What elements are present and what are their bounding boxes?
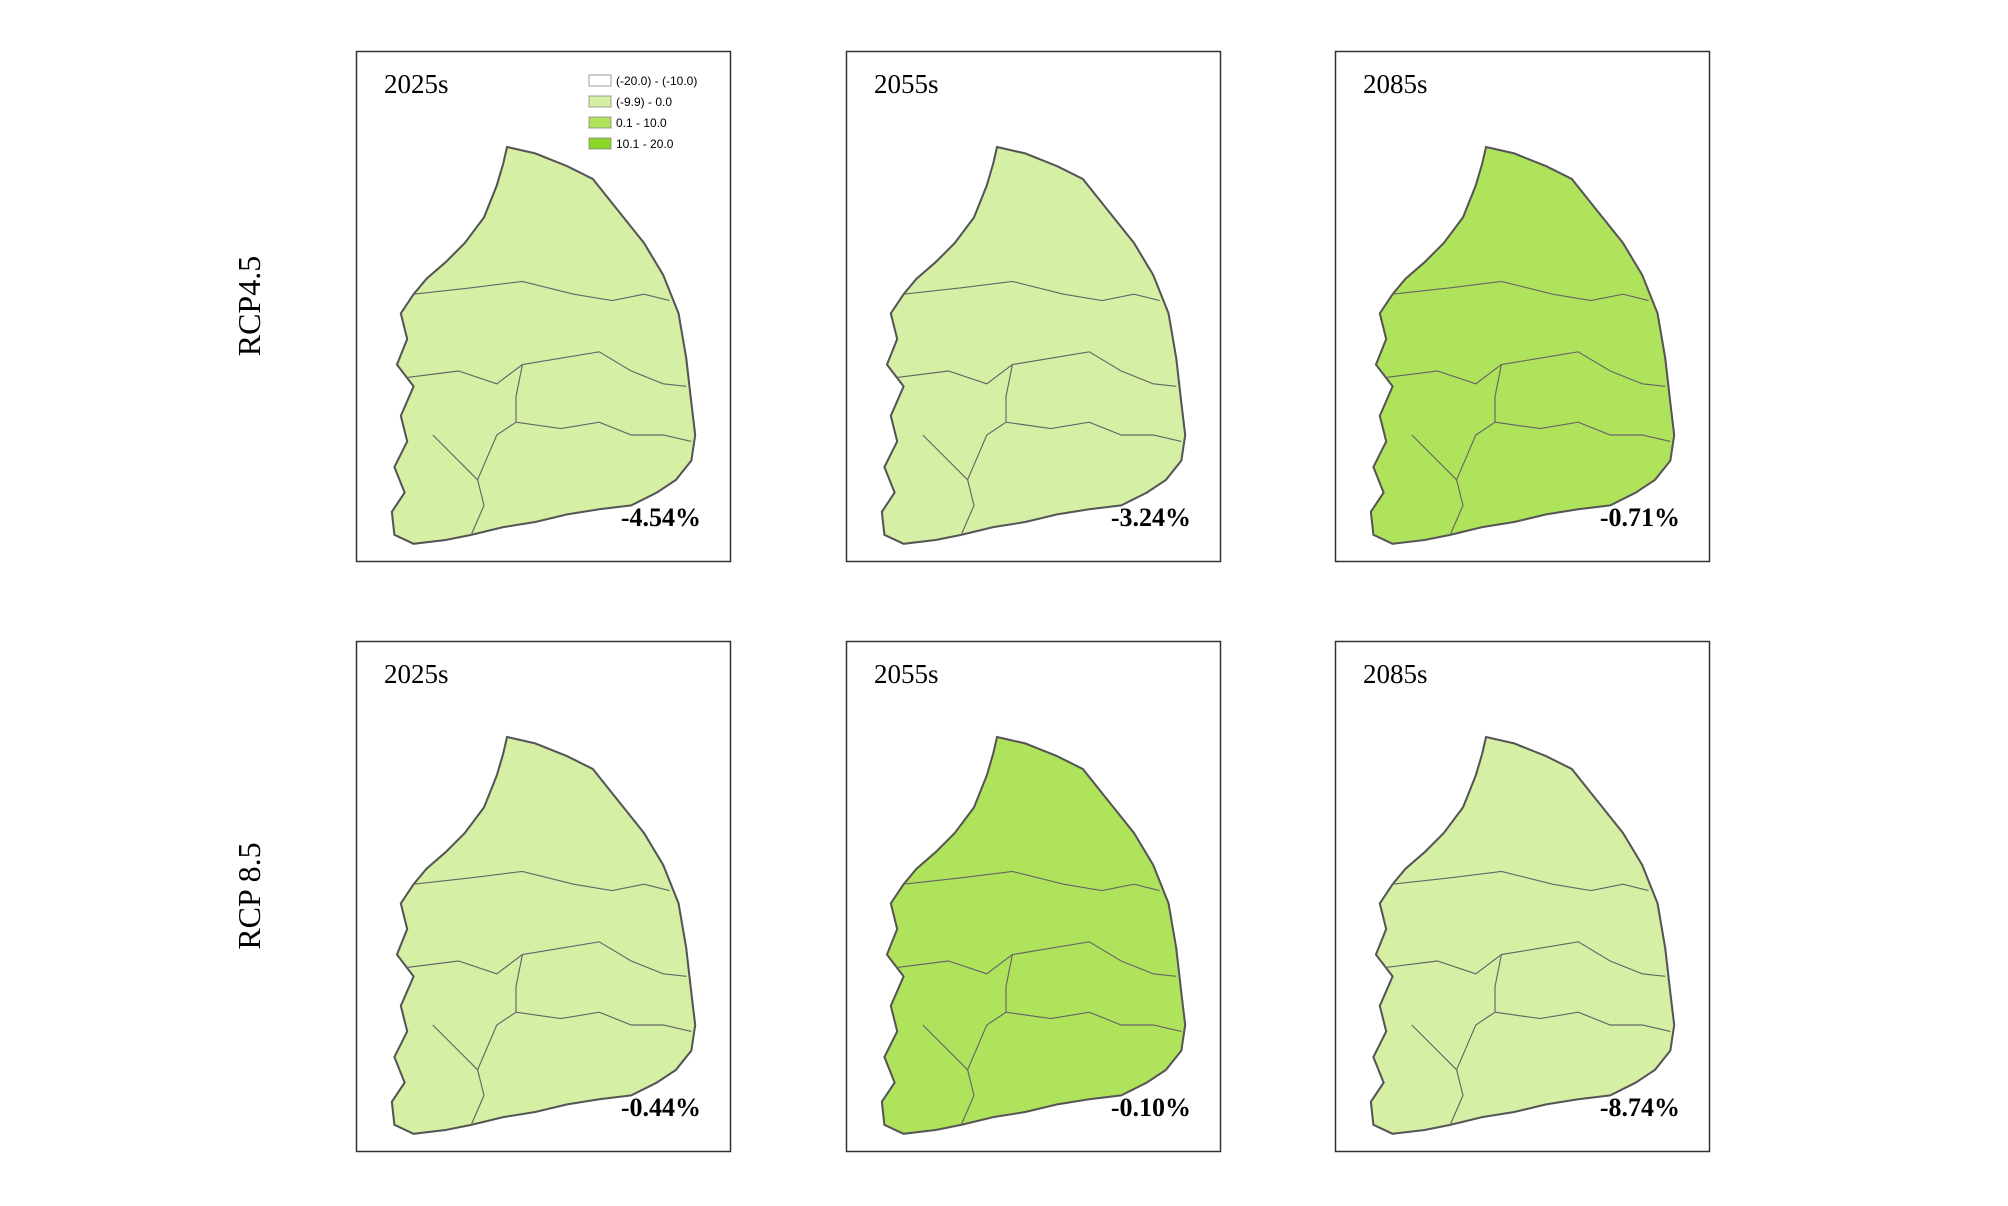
map-boundary: [1411, 434, 1464, 536]
map-boundary: [1386, 941, 1666, 977]
legend-swatch: [588, 74, 612, 87]
map-boundary: [922, 434, 975, 536]
map-boundary: [515, 1011, 692, 1032]
map: [1369, 145, 1676, 545]
row-label: RCP4.5: [231, 256, 267, 356]
map-boundary: [1005, 421, 1182, 442]
map-boundary: [1494, 421, 1671, 442]
map-region: [1369, 145, 1676, 545]
map: [880, 735, 1187, 1135]
change-label: -8.74%: [1600, 1093, 1680, 1122]
change-label: -0.10%: [1111, 1093, 1191, 1122]
legend-label: 10.1 - 20.0: [616, 137, 674, 151]
legend-label: 0.1 - 10.0: [616, 116, 667, 130]
map-region: [390, 145, 697, 545]
map-boundary: [897, 941, 1177, 977]
map-boundary: [1411, 1024, 1464, 1126]
period-label: 2025s: [384, 659, 449, 689]
change-label: -4.54%: [621, 503, 701, 532]
map-boundary: [1005, 1011, 1182, 1032]
map-boundary: [897, 351, 1177, 387]
panel: 2055s -0.10%: [845, 640, 1222, 1153]
period-label: 2055s: [874, 659, 939, 689]
panel: 2025s -0.44%: [355, 640, 732, 1153]
legend-swatch: [588, 116, 612, 129]
map-region: [1369, 735, 1676, 1135]
legend-label: (-20.0) - (-10.0): [616, 74, 697, 88]
map-boundary: [903, 870, 1160, 892]
period-label: 2025s: [384, 69, 449, 99]
legend-swatch: [588, 95, 612, 108]
map-region: [880, 145, 1187, 545]
period-label: 2085s: [1363, 659, 1428, 689]
map: [390, 145, 697, 545]
map-boundary: [413, 280, 670, 302]
map: [1369, 735, 1676, 1135]
map-boundary: [432, 434, 485, 536]
map-boundary: [407, 941, 687, 977]
row-label: RCP 8.5: [231, 842, 267, 949]
panel: 2085s -8.74%: [1334, 640, 1711, 1153]
map: [880, 145, 1187, 545]
map-region: [880, 735, 1187, 1135]
panel: 2055s -3.24%: [845, 50, 1222, 563]
period-label: 2055s: [874, 69, 939, 99]
map-boundary: [515, 421, 692, 442]
map-boundary: [903, 280, 1160, 302]
map-region: [390, 735, 697, 1135]
change-label: -3.24%: [1111, 503, 1191, 532]
legend-swatch: [588, 137, 612, 150]
change-label: -0.71%: [1600, 503, 1680, 532]
map-boundary: [1392, 280, 1649, 302]
map-boundary: [1392, 870, 1649, 892]
period-label: 2085s: [1363, 69, 1428, 99]
change-label: -0.44%: [621, 1093, 701, 1122]
map-boundary: [432, 1024, 485, 1126]
map-boundary: [1494, 1011, 1671, 1032]
map-boundary: [922, 1024, 975, 1126]
legend-label: (-9.9) - 0.0: [616, 95, 672, 109]
map: [390, 735, 697, 1135]
map-boundary: [1386, 351, 1666, 387]
map-boundary: [413, 870, 670, 892]
panel: 2085s -0.71%: [1334, 50, 1711, 563]
map-boundary: [407, 351, 687, 387]
panel: 2025s -4.54% (-20.0) - (-10.0) (-9.9) - 0.0…: [355, 50, 732, 563]
